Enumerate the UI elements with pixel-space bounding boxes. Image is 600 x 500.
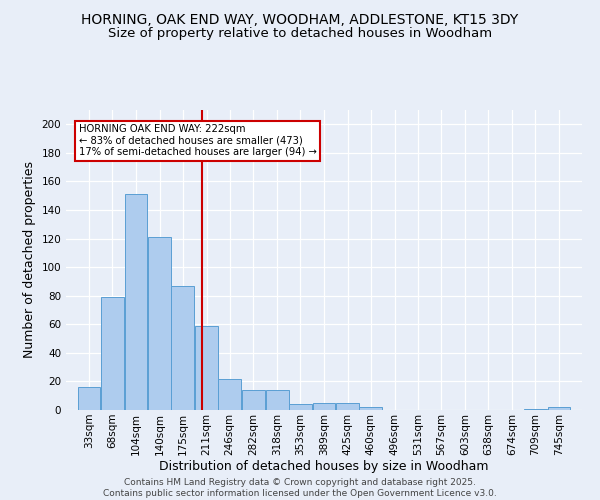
Bar (78, 387, 100, 410)
Bar (242, 390, 265, 410)
Text: Size of property relative to detached houses in Woodham: Size of property relative to detached ho… (108, 28, 492, 40)
Bar (289, 404, 311, 410)
Text: Contains HM Land Registry data © Crown copyright and database right 2025.
Contai: Contains HM Land Registry data © Crown c… (103, 478, 497, 498)
Bar (313, 403, 335, 410)
Bar (524, 408, 547, 410)
Bar (195, 326, 218, 410)
Bar (148, 237, 171, 410)
Y-axis label: Number of detached properties: Number of detached properties (23, 162, 36, 358)
Bar (548, 407, 570, 410)
Bar (266, 390, 289, 410)
Bar (125, 194, 148, 410)
Bar (218, 378, 241, 410)
Text: HORNING, OAK END WAY, WOODHAM, ADDLESTONE, KT15 3DY: HORNING, OAK END WAY, WOODHAM, ADDLESTON… (82, 12, 518, 26)
Bar (337, 403, 359, 410)
X-axis label: Distribution of detached houses by size in Woodham: Distribution of detached houses by size … (159, 460, 489, 473)
Bar (101, 297, 124, 410)
Bar (172, 286, 194, 410)
Text: HORNING OAK END WAY: 222sqm
← 83% of detached houses are smaller (473)
17% of se: HORNING OAK END WAY: 222sqm ← 83% of det… (79, 124, 317, 158)
Bar (359, 407, 382, 410)
